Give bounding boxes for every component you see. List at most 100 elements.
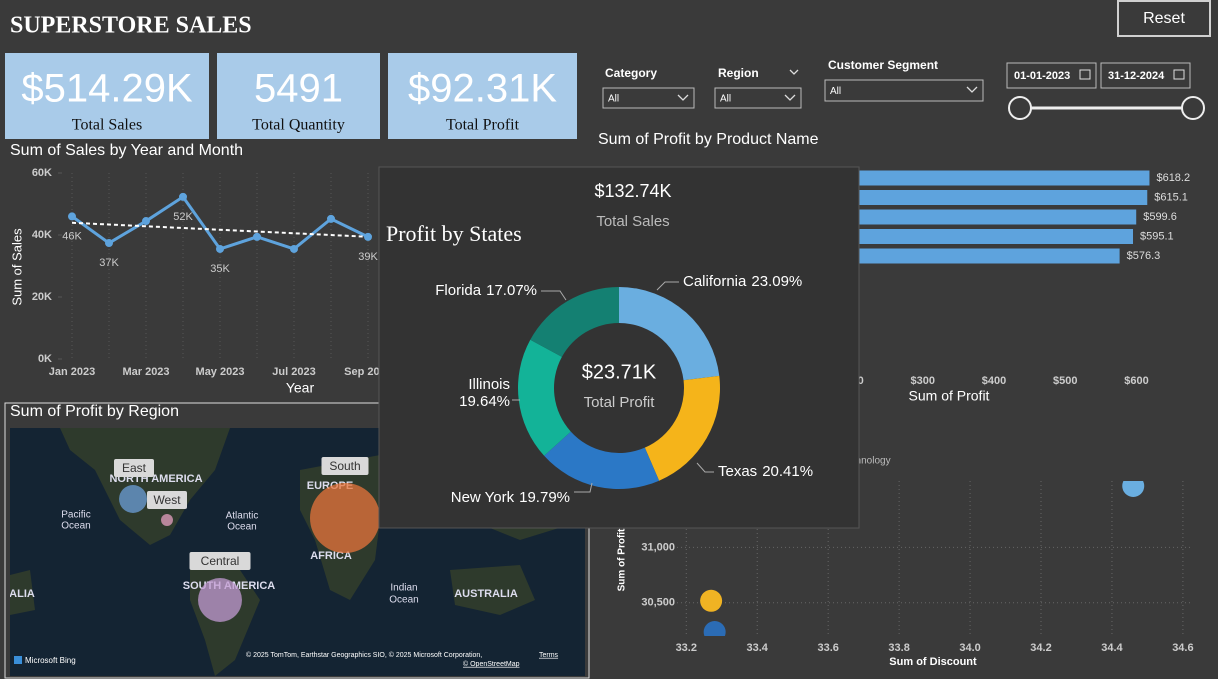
region-bubble — [119, 485, 147, 513]
kpi-card — [388, 53, 577, 139]
slice-name: New York — [451, 489, 515, 506]
popup-value-label: Total Sales — [596, 213, 669, 230]
dropdown-chevron[interactable] — [677, 94, 689, 101]
slice-value: 23.09% — [751, 273, 802, 290]
donut-slice — [530, 287, 619, 357]
donut-slice — [644, 375, 720, 481]
data-label: 39K — [358, 251, 378, 263]
calendar-icon[interactable] — [1079, 69, 1091, 80]
kpi-label: Total Sales — [72, 117, 142, 134]
dropdown-chevron[interactable] — [966, 86, 978, 93]
dropdown-value: All — [720, 94, 731, 105]
map-label: Ocean — [227, 522, 256, 533]
slice-value: 19.64% — [459, 393, 510, 410]
x-tick-label: $600 — [1124, 375, 1148, 387]
region-label: Central — [201, 554, 240, 568]
date-box[interactable] — [1100, 62, 1191, 89]
kpi-card — [217, 53, 380, 139]
map-label: Ocean — [61, 521, 90, 532]
map-label: ALIA — [9, 588, 35, 600]
x-tick-label: Mar 2023 — [122, 366, 169, 378]
region-label: South — [329, 459, 360, 473]
map-terms: Terms — [539, 652, 559, 659]
region-label-box — [321, 457, 369, 475]
map-land — [450, 565, 535, 615]
dropdown-box[interactable] — [602, 87, 695, 109]
dropdown-box[interactable] — [714, 87, 802, 109]
filter-label: Customer Segment — [828, 58, 938, 72]
x-axis-title: Sum of Profit — [909, 388, 990, 404]
dashboard-title: SUPERSTORE SALES — [10, 13, 252, 39]
dropdown-box[interactable] — [824, 79, 984, 102]
map-label: AUSTRALIA — [454, 588, 518, 600]
sales-point — [216, 244, 224, 253]
data-label: $595.1 — [1140, 230, 1174, 242]
date-input[interactable]: 01-01-2023 — [1006, 62, 1097, 89]
chart-title: Profit by States — [386, 221, 522, 246]
kpi-value: $92.31K — [408, 67, 557, 111]
region-label-box — [114, 459, 154, 477]
sales-point — [142, 217, 150, 226]
donut-slice — [619, 287, 720, 381]
slice-name: California — [683, 273, 747, 290]
map-land — [60, 428, 230, 545]
x-axis-title: Sum of Discount — [889, 656, 977, 668]
scatter-points — [700, 481, 1145, 636]
y-tick-label: 20K — [32, 291, 52, 303]
kpi-value: 5491 — [254, 67, 343, 111]
filter-dropdown[interactable]: All — [602, 87, 695, 109]
sales-point — [364, 232, 372, 241]
x-tick-label: 33.6 — [817, 642, 838, 654]
date-input[interactable]: 31-12-2024 — [1100, 62, 1191, 89]
leader-line — [656, 281, 679, 291]
region-label: West — [153, 493, 181, 507]
sales-point — [179, 192, 187, 201]
y-axis-title: Sum of Profit — [617, 528, 628, 591]
data-label: 35K — [210, 263, 230, 275]
x-tick-label: Jan 2023 — [49, 366, 95, 378]
scatter-point — [1122, 481, 1145, 497]
sales-point — [253, 232, 261, 241]
chart-title: Sum of Profit by Product Name — [598, 131, 819, 148]
reset-button-box[interactable] — [1117, 0, 1211, 37]
donut-slice — [544, 431, 660, 489]
slider-handle[interactable] — [1008, 96, 1032, 120]
date-value: 31-12-2024 — [1108, 70, 1165, 82]
map-label: Ocean — [389, 595, 418, 606]
reset-button[interactable]: Reset — [1117, 0, 1211, 37]
sales-point — [105, 239, 113, 248]
dropdown-chevron[interactable] — [784, 94, 796, 101]
data-label: $599.6 — [1143, 211, 1177, 223]
reset-button-label: Reset — [1143, 10, 1185, 27]
data-label: $618.2 — [1156, 172, 1190, 184]
data-label: 52K — [173, 211, 193, 223]
x-axis-title: Year — [286, 380, 315, 396]
leader-line — [541, 290, 567, 301]
filter-label: Region — [718, 66, 759, 80]
slice-name: Florida — [435, 282, 482, 299]
slider-handle[interactable] — [1181, 96, 1205, 120]
popup-value: $132.74K — [594, 181, 671, 201]
slice-label: Florida 17.07% — [435, 282, 537, 299]
scatter-point — [703, 621, 726, 636]
date-box[interactable] — [1006, 62, 1097, 89]
calendar-icon[interactable] — [1173, 69, 1185, 80]
slice-name: Illinois — [468, 376, 510, 393]
x-tick-label: $400 — [982, 375, 1006, 387]
data-label: 37K — [99, 257, 119, 269]
slice-value: 19.79% — [519, 489, 570, 506]
chart-title: Sum of Profit by Region — [10, 403, 179, 420]
x-tick-label: 33.4 — [747, 642, 769, 654]
y-axis-title: Sum of Sales — [9, 228, 24, 306]
region-bubble — [310, 483, 380, 553]
filter-dropdown[interactable]: All — [714, 87, 802, 109]
filter-dropdown[interactable]: All — [824, 79, 984, 102]
region-label-box — [189, 552, 251, 570]
sales-point — [327, 214, 335, 223]
center-value: $23.71K — [582, 361, 657, 383]
map-label: Atlantic — [226, 511, 259, 522]
legend-label: Technology — [840, 456, 891, 467]
x-tick-label: Jul 2023 — [272, 366, 315, 378]
region-label: East — [122, 461, 147, 475]
